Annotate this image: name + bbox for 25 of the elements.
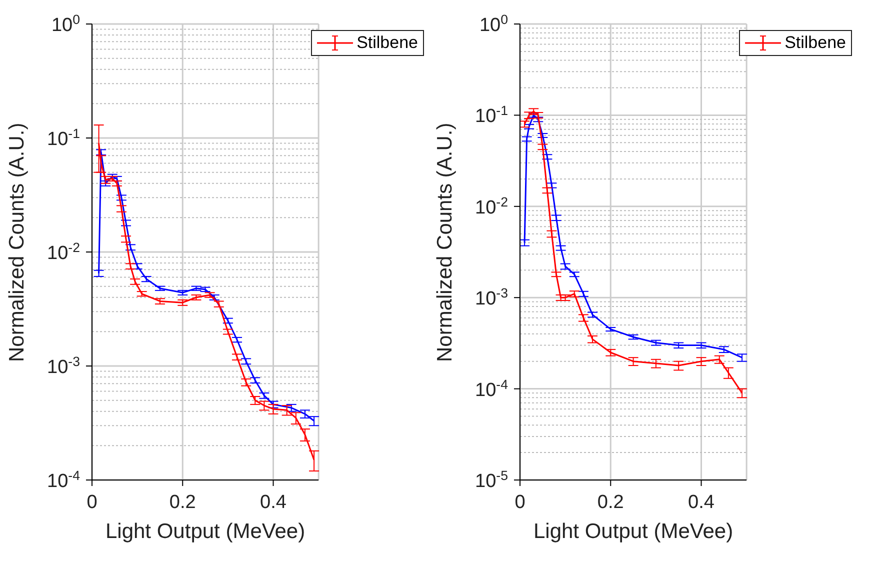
y-tick-label: 10$^{0}$ [479, 12, 508, 36]
x-tick-label: 0.2 [169, 492, 196, 513]
y-axis-title: Normalized Counts (A.U.) [433, 122, 456, 362]
y-tick-label: 10$^{-1}$ [47, 126, 80, 150]
y-axis-title: Normalized Counts (A.U.) [5, 122, 28, 362]
y-tick-label: 10$^{-2}$ [47, 240, 80, 264]
y-tick-label: 10$^{0}$ [51, 12, 80, 36]
y-tick-label: 10$^{-3}$ [475, 285, 508, 310]
x-tick-label: 0 [514, 492, 526, 513]
legend-box: Stilbene [310, 30, 424, 56]
x-tick-label: 0.4 [688, 492, 715, 513]
y-tick-label: 10$^{-3}$ [47, 354, 80, 378]
legend-label: Stilbene [784, 33, 846, 53]
y-tick-label: 10$^{-5}$ [475, 468, 508, 492]
legend-box: Stilbene [738, 30, 852, 56]
y-tick-label: 10$^{-1}$ [475, 102, 508, 128]
y-tick-label: 10$^{-4}$ [475, 376, 508, 401]
x-tick-label: 0.2 [597, 492, 624, 513]
x-axis-title: Light Output (MeVee) [105, 520, 306, 543]
x-tick-label: 0 [86, 492, 98, 513]
y-tick-label: 10$^{-2}$ [475, 194, 508, 218]
x-tick-label: 0.4 [260, 492, 287, 513]
y-tick-label: 10$^{-4}$ [47, 468, 80, 492]
x-axis-title: Light Output (MeVee) [533, 520, 734, 543]
legend-label: Stilbene [356, 33, 418, 53]
